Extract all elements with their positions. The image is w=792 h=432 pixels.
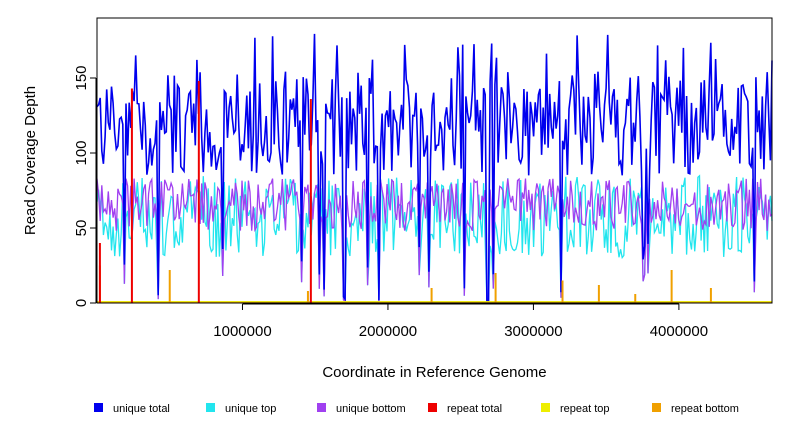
series-layer bbox=[96, 33, 773, 303]
legend-label: unique bottom bbox=[336, 403, 406, 415]
plot-frame bbox=[96, 17, 773, 304]
series-unique-total bbox=[96, 33, 773, 302]
legend-item: unique bottom bbox=[317, 403, 406, 415]
x-tick-label: 1000000 bbox=[213, 323, 271, 340]
series-unique-top bbox=[96, 174, 773, 303]
x-axis-label: Coordinate in Reference Genome bbox=[322, 364, 546, 381]
y-tick-label: 100 bbox=[73, 140, 90, 165]
y-tick-label: 0 bbox=[73, 299, 90, 307]
legend-swatch bbox=[652, 403, 661, 412]
legend-label: repeat top bbox=[560, 403, 610, 415]
x-tick-label: 4000000 bbox=[650, 323, 708, 340]
legend-swatch bbox=[206, 403, 215, 412]
y-tick-label: 50 bbox=[73, 220, 90, 237]
legend-item: repeat bottom bbox=[652, 403, 739, 415]
series-unique-bottom bbox=[96, 176, 773, 303]
legend-label: repeat total bbox=[447, 403, 502, 415]
legend-label: unique total bbox=[113, 403, 170, 415]
legend: unique total unique top unique bottom repea… bbox=[94, 403, 739, 415]
legend-item: unique top bbox=[206, 403, 276, 415]
legend-item: unique total bbox=[94, 403, 170, 415]
legend-item: repeat total bbox=[428, 403, 502, 415]
legend-swatch bbox=[317, 403, 326, 412]
legend-label: unique top bbox=[225, 403, 276, 415]
legend-label: repeat bottom bbox=[671, 403, 739, 415]
axes-layer: 1000000 2000000 3000000 4000000 0 50 100 150 bbox=[73, 65, 708, 340]
legend-swatch bbox=[541, 403, 550, 412]
y-tick-label: 150 bbox=[73, 65, 90, 90]
legend-swatch bbox=[428, 403, 437, 412]
x-tick-label: 2000000 bbox=[359, 323, 417, 340]
legend-swatch bbox=[94, 403, 103, 412]
y-axis-label: Read Coverage Depth bbox=[22, 86, 39, 235]
legend-item: repeat top bbox=[541, 403, 610, 415]
x-tick-label: 3000000 bbox=[504, 323, 562, 340]
